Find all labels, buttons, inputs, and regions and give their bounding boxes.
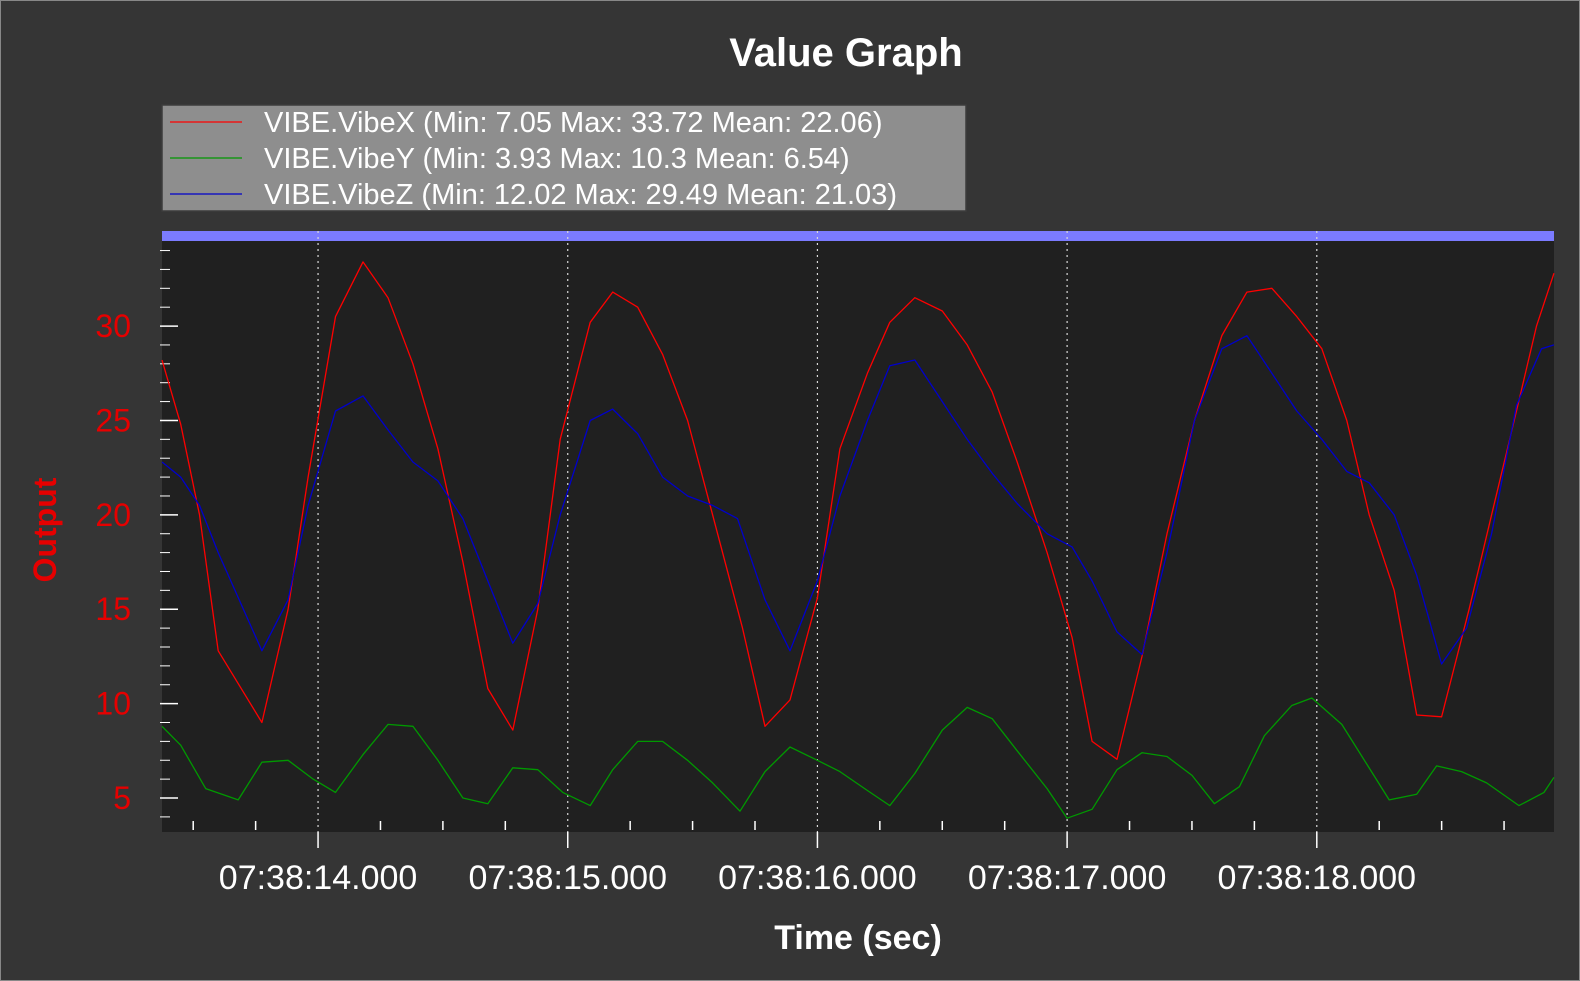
legend-entry-label: VIBE.VibeZ (Min: 12.02 Max: 29.49 Mean: … — [264, 179, 897, 211]
x-tick-label: 07:38:17.000 — [968, 859, 1167, 897]
chart-legend: VIBE.VibeX (Min: 7.05 Max: 33.72 Mean: 2… — [161, 104, 967, 212]
x-grid — [317, 231, 1318, 832]
chart-title: Value Graph — [729, 31, 962, 75]
legend-box — [161, 104, 967, 212]
legend-entry-label: VIBE.VibeX (Min: 7.05 Max: 33.72 Mean: 2… — [264, 107, 882, 139]
x-tick-label: 07:38:16.000 — [718, 859, 917, 897]
y-tick-label: 20 — [95, 497, 131, 533]
series-lines — [161, 261, 1555, 819]
plot-area — [162, 231, 1554, 832]
y-tick-label: 10 — [95, 686, 131, 722]
y-tick-label: 30 — [95, 308, 131, 344]
y-axis: 5 10 15 20 25 30 — [95, 250, 178, 818]
x-tick-label: 07:38:14.000 — [219, 859, 418, 897]
y-tick-label: 15 — [95, 591, 131, 627]
y-axis-label: Output — [27, 477, 63, 582]
legend-entry-label: VIBE.VibeY (Min: 3.93 Max: 10.3 Mean: 6.… — [264, 143, 850, 175]
y-tick-label: 5 — [113, 780, 131, 816]
x-axis: 07:38:14.000 07:38:15.000 07:38:16.000 07:3… — [192, 821, 1505, 897]
x-tick-label: 07:38:18.000 — [1218, 859, 1417, 897]
x-tick-label: 07:38:15.000 — [468, 859, 667, 897]
y-tick-label: 25 — [95, 402, 131, 438]
series-line — [161, 261, 1555, 760]
plot-top-band — [162, 231, 1554, 241]
series-line — [161, 335, 1555, 665]
x-axis-label: Time (sec) — [774, 919, 942, 957]
series-line — [161, 697, 1555, 819]
